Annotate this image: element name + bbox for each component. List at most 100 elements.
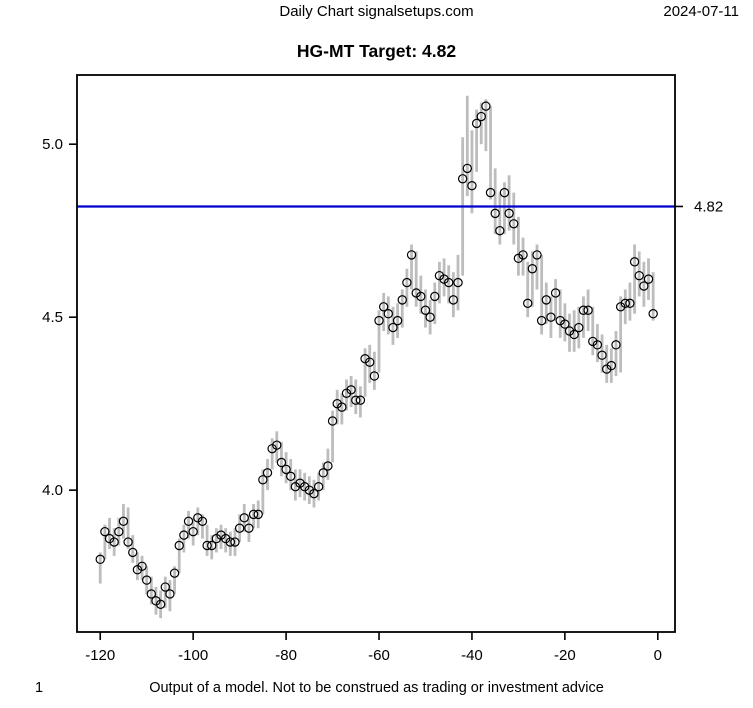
close-point (207, 540, 217, 551)
close-point (258, 475, 268, 485)
close-point (536, 315, 547, 326)
close-point (137, 561, 147, 571)
close-point (611, 340, 621, 350)
close-point (485, 187, 496, 198)
close-point (262, 468, 273, 478)
close-point (639, 281, 649, 291)
close-point (169, 568, 180, 578)
close-point (546, 312, 556, 322)
disclaimer-text: Output of a model. Not to be construed a… (149, 680, 604, 696)
close-point (471, 118, 482, 129)
close-point (378, 302, 389, 312)
x-tick-label: -120 (85, 647, 115, 664)
x-tick-label: -20 (554, 647, 576, 664)
close-point (560, 319, 570, 329)
close-point (597, 350, 607, 360)
close-point (392, 315, 403, 326)
close-point (244, 523, 254, 533)
close-point (100, 526, 110, 537)
close-point (327, 416, 338, 426)
close-point (179, 530, 189, 540)
close-point (197, 516, 208, 526)
x-tick-label: -40 (461, 647, 483, 664)
close-point (248, 509, 259, 520)
close-point (276, 457, 287, 468)
close-point (337, 402, 347, 412)
close-point (355, 395, 366, 405)
close-point (509, 219, 519, 229)
close-point (583, 305, 593, 315)
close-point (239, 513, 249, 523)
close-point (592, 340, 603, 350)
close-point (369, 371, 380, 381)
close-point (346, 385, 356, 395)
close-point (230, 537, 240, 547)
close-point (541, 295, 551, 305)
close-point (416, 291, 426, 302)
close-point (532, 250, 542, 260)
close-point (165, 589, 175, 599)
close-point (109, 537, 119, 547)
close-point (495, 225, 505, 236)
close-point (160, 582, 170, 592)
close-point (253, 509, 263, 520)
close-point (365, 357, 375, 367)
close-point (281, 464, 291, 475)
close-point (648, 309, 658, 319)
close-point (574, 322, 584, 333)
close-point (606, 360, 617, 371)
close-point (420, 305, 431, 315)
close-point (643, 274, 654, 284)
close-point (146, 589, 157, 599)
close-point (114, 526, 124, 537)
close-point (518, 250, 528, 260)
close-point (476, 111, 486, 122)
header-title: Daily Chart signalsetups.com (279, 3, 474, 20)
close-point (444, 277, 454, 288)
close-point (397, 295, 407, 305)
close-point (425, 312, 435, 322)
close-point (406, 250, 417, 260)
close-point (183, 516, 194, 526)
close-point (225, 537, 236, 547)
close-point (569, 329, 579, 340)
close-point (629, 257, 640, 267)
close-point (155, 599, 166, 610)
close-point (504, 208, 514, 219)
close-point (527, 264, 538, 274)
close-point (457, 174, 468, 184)
close-point (202, 540, 212, 551)
close-point (625, 298, 635, 309)
x-tick-label: -60 (368, 647, 390, 664)
close-point (578, 305, 589, 315)
close-point (174, 540, 184, 551)
y-tick-label: 4.5 (42, 309, 63, 326)
close-point (523, 298, 533, 309)
close-point (453, 277, 463, 288)
close-point (490, 208, 500, 219)
close-point (467, 181, 477, 191)
close-point (430, 291, 440, 302)
close-point (388, 322, 398, 333)
close-point (550, 288, 561, 298)
close-point (323, 461, 333, 471)
close-point (286, 471, 296, 482)
close-point (448, 295, 459, 305)
close-point (383, 309, 394, 319)
header-date: 2024-07-11 (663, 3, 739, 20)
close-point (318, 468, 328, 478)
close-point (309, 488, 319, 499)
page-number: 1 (35, 680, 44, 696)
x-tick-label: 0 (654, 647, 662, 664)
close-point (123, 537, 133, 547)
plot-box (76, 74, 676, 633)
close-point (234, 523, 245, 533)
close-point (313, 481, 324, 492)
close-point (462, 163, 473, 174)
close-point (374, 315, 384, 326)
chart-title: HG-MT Target: 4.82 (296, 41, 457, 61)
close-point (402, 277, 412, 288)
close-point (499, 187, 510, 198)
